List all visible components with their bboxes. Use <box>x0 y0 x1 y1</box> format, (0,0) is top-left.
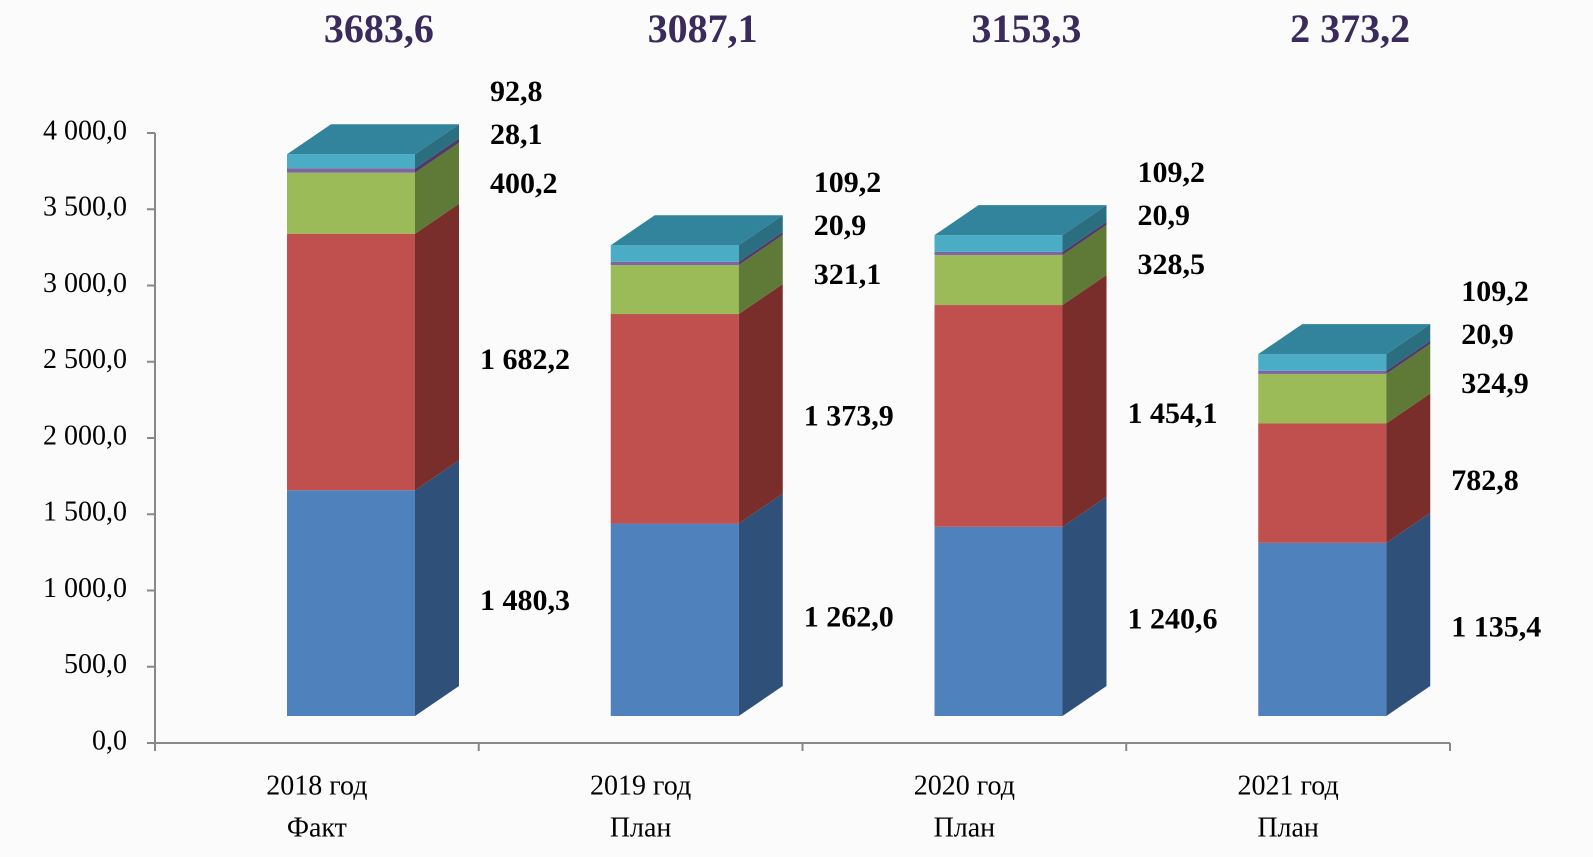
bar-side <box>738 235 783 315</box>
bar-side <box>1386 512 1431 716</box>
value-label: 1 373,9 <box>804 400 894 433</box>
value-label: 20,9 <box>1138 199 1191 232</box>
bar-segment <box>610 261 739 266</box>
x-tick-label: Факт <box>287 812 347 843</box>
value-label: 324,9 <box>1461 367 1529 400</box>
bar-side <box>1386 343 1431 424</box>
bar-segment <box>610 265 739 315</box>
bar-side <box>415 142 459 234</box>
bar-segment <box>610 245 739 262</box>
bar-segment <box>1258 373 1387 424</box>
bar-top <box>610 215 783 246</box>
bar-segment <box>1258 354 1387 371</box>
y-tick-label: 1 500,0 <box>43 497 127 528</box>
bar-side <box>415 203 459 491</box>
total-label: 3683,6 <box>324 6 434 51</box>
y-tick-label: 4 000,0 <box>43 115 127 146</box>
bar-segment <box>610 314 739 524</box>
bar-top <box>1258 324 1431 355</box>
x-tick-label: 2018 год <box>266 770 367 801</box>
x-tick-label: План <box>934 812 996 843</box>
bar-segment <box>934 251 1063 255</box>
value-label: 109,2 <box>1138 156 1206 189</box>
value-label: 109,2 <box>814 166 882 199</box>
bar-segment <box>1258 423 1387 543</box>
bar-side <box>1062 205 1107 252</box>
bar-side <box>738 493 783 716</box>
bar-segment <box>1258 542 1387 716</box>
x-tick-label: 2019 год <box>590 770 691 801</box>
bar-segment <box>287 172 415 234</box>
bar-segment <box>1258 370 1387 374</box>
value-label: 1 240,6 <box>1128 602 1218 635</box>
bar-segment <box>934 254 1063 306</box>
bar-segment <box>287 154 415 169</box>
bar-side <box>1062 496 1107 716</box>
x-tick-label: План <box>1257 812 1319 843</box>
value-label: 20,9 <box>1461 318 1514 351</box>
value-label: 1 480,3 <box>480 584 570 617</box>
y-tick-label: 0,0 <box>92 725 127 756</box>
bar-side <box>738 231 783 266</box>
value-label: 20,9 <box>814 209 867 242</box>
total-label: 3087,1 <box>648 6 758 51</box>
total-label: 3153,3 <box>971 6 1081 51</box>
bar-top <box>287 124 459 155</box>
bar-side <box>415 460 459 716</box>
bar-side <box>1386 324 1431 371</box>
bar-top <box>934 205 1107 236</box>
bar-side <box>1386 393 1431 543</box>
value-label: 109,2 <box>1461 275 1529 308</box>
bar-segment <box>610 523 739 716</box>
y-tick-label: 500,0 <box>64 649 127 680</box>
bar-segment <box>287 233 415 491</box>
y-tick-label: 2 000,0 <box>43 420 127 451</box>
bar-segment <box>934 526 1063 716</box>
bar-side <box>1062 224 1107 306</box>
bar-side <box>1062 275 1107 527</box>
y-tick-label: 2 500,0 <box>43 344 127 375</box>
x-tick-label: План <box>610 812 672 843</box>
value-label: 782,8 <box>1451 464 1519 497</box>
y-tick-label: 1 000,0 <box>43 573 127 604</box>
bar-side <box>1062 221 1107 255</box>
value-label: 92,8 <box>490 75 543 108</box>
value-label: 28,1 <box>490 118 543 151</box>
value-label: 400,2 <box>490 167 558 200</box>
total-label: 2 373,2 <box>1290 6 1410 51</box>
bar-side <box>738 284 783 524</box>
value-label: 328,5 <box>1138 248 1206 281</box>
value-label: 1 262,0 <box>804 601 894 634</box>
x-tick-label: 2020 год <box>914 770 1015 801</box>
y-tick-label: 3 500,0 <box>43 192 127 223</box>
value-label: 321,1 <box>814 258 882 291</box>
bar-segment <box>287 490 415 716</box>
bar-segment <box>287 168 415 173</box>
value-label: 1 682,2 <box>480 343 570 376</box>
bar-side <box>415 138 459 173</box>
bar-side <box>1386 340 1431 374</box>
bar-segment <box>934 235 1063 252</box>
value-label: 1 135,4 <box>1451 610 1541 643</box>
bar-segment <box>934 305 1063 527</box>
x-tick-label: 2021 год <box>1238 770 1339 801</box>
value-label: 1 454,1 <box>1128 397 1218 430</box>
bar-side <box>415 124 459 169</box>
bar-side <box>738 215 783 262</box>
y-tick-label: 3 000,0 <box>43 268 127 299</box>
